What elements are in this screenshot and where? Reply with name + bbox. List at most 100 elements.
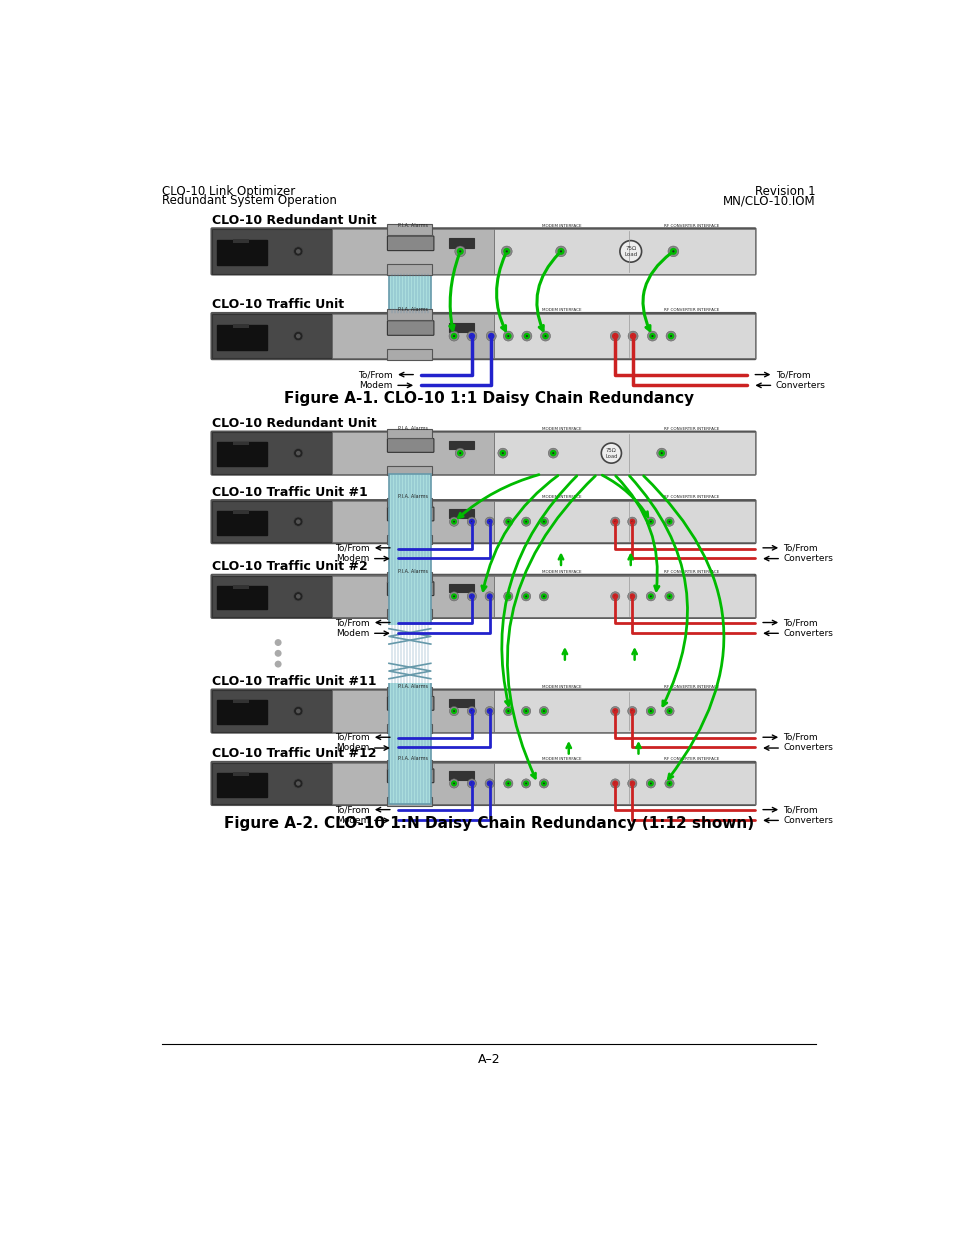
FancyBboxPatch shape — [212, 689, 755, 732]
Circle shape — [295, 520, 300, 524]
Circle shape — [451, 519, 456, 525]
Circle shape — [294, 247, 303, 256]
Circle shape — [538, 779, 548, 788]
Text: P.I.A. Alarms: P.I.A. Alarms — [397, 308, 428, 312]
Circle shape — [467, 592, 476, 601]
Circle shape — [522, 708, 529, 714]
Circle shape — [488, 710, 490, 713]
Circle shape — [294, 706, 303, 716]
Circle shape — [456, 450, 463, 457]
Bar — [233, 585, 249, 589]
Circle shape — [466, 331, 476, 341]
Text: CLO-10 Redundant Unit: CLO-10 Redundant Unit — [212, 417, 376, 430]
Text: RF CONVERTER INTERFACE: RF CONVERTER INTERFACE — [663, 224, 719, 227]
Text: MODEM INTERFACE: MODEM INTERFACE — [541, 309, 581, 312]
Circle shape — [522, 519, 529, 525]
Text: P.I.A. Alarms: P.I.A. Alarms — [397, 684, 428, 689]
Circle shape — [647, 331, 657, 341]
Text: CLO-10 Link Optimizer: CLO-10 Link Optimizer — [162, 185, 294, 198]
Circle shape — [610, 706, 619, 716]
Circle shape — [614, 335, 616, 337]
Text: To/From
Converters: To/From Converters — [782, 543, 832, 563]
Circle shape — [525, 521, 526, 522]
Circle shape — [471, 521, 473, 522]
Circle shape — [525, 595, 526, 598]
Text: CLO-10 Traffic Unit #12: CLO-10 Traffic Unit #12 — [212, 747, 376, 761]
Text: Revision 1: Revision 1 — [755, 185, 815, 198]
Circle shape — [504, 332, 511, 340]
Circle shape — [467, 706, 476, 716]
Circle shape — [453, 335, 455, 337]
Bar — [387, 797, 432, 805]
Bar — [387, 430, 432, 438]
FancyBboxPatch shape — [387, 697, 434, 710]
Circle shape — [523, 332, 530, 340]
Text: P.I.A. Alarms: P.I.A. Alarms — [397, 494, 428, 499]
Circle shape — [484, 706, 494, 716]
Bar — [494, 763, 754, 804]
Bar — [389, 274, 431, 314]
Circle shape — [488, 521, 490, 522]
Circle shape — [484, 779, 494, 788]
Circle shape — [645, 592, 655, 601]
Circle shape — [449, 779, 458, 788]
Circle shape — [451, 781, 456, 787]
Circle shape — [649, 595, 651, 598]
Circle shape — [471, 335, 473, 337]
Circle shape — [490, 335, 492, 337]
Circle shape — [627, 331, 638, 341]
Bar — [387, 609, 432, 619]
Circle shape — [667, 246, 679, 257]
Circle shape — [540, 331, 550, 341]
Circle shape — [611, 332, 618, 340]
Circle shape — [631, 710, 633, 713]
Bar — [212, 501, 332, 542]
Circle shape — [631, 783, 633, 784]
Bar — [212, 432, 332, 474]
Circle shape — [505, 781, 511, 787]
Text: 75Ω
Load: 75Ω Load — [604, 448, 617, 458]
Circle shape — [503, 331, 513, 341]
Circle shape — [453, 595, 455, 598]
Circle shape — [645, 706, 655, 716]
Circle shape — [612, 781, 618, 787]
Circle shape — [612, 708, 618, 714]
Circle shape — [664, 592, 674, 601]
Text: RF CONVERTER INTERFACE: RF CONVERTER INTERFACE — [663, 495, 719, 499]
Circle shape — [540, 593, 546, 599]
Text: A–2: A–2 — [477, 1053, 499, 1066]
Circle shape — [658, 450, 664, 457]
Circle shape — [294, 448, 303, 458]
Text: To/From
Modem: To/From Modem — [335, 543, 369, 563]
Circle shape — [666, 519, 672, 525]
Circle shape — [521, 706, 530, 716]
Circle shape — [449, 517, 458, 526]
Circle shape — [629, 708, 635, 714]
Text: To/From
Converters: To/From Converters — [782, 619, 832, 637]
Circle shape — [502, 248, 510, 254]
Bar — [387, 309, 432, 320]
Circle shape — [468, 332, 475, 340]
Circle shape — [449, 592, 458, 601]
Bar — [216, 511, 266, 535]
Circle shape — [610, 779, 619, 788]
Circle shape — [668, 710, 670, 713]
Bar — [233, 699, 249, 704]
Circle shape — [664, 517, 674, 526]
Circle shape — [458, 452, 460, 454]
Bar — [387, 264, 432, 275]
Text: P.I.A. Alarms: P.I.A. Alarms — [397, 426, 428, 431]
Circle shape — [484, 592, 494, 601]
Bar — [494, 690, 754, 732]
Circle shape — [451, 708, 456, 714]
Circle shape — [507, 595, 509, 598]
Circle shape — [507, 521, 509, 522]
Circle shape — [294, 592, 303, 601]
FancyBboxPatch shape — [387, 321, 434, 336]
Circle shape — [522, 593, 529, 599]
Circle shape — [542, 595, 544, 598]
Circle shape — [651, 335, 653, 337]
Circle shape — [455, 448, 465, 458]
Text: MODEM INTERFACE: MODEM INTERFACE — [541, 757, 581, 761]
Circle shape — [666, 708, 672, 714]
